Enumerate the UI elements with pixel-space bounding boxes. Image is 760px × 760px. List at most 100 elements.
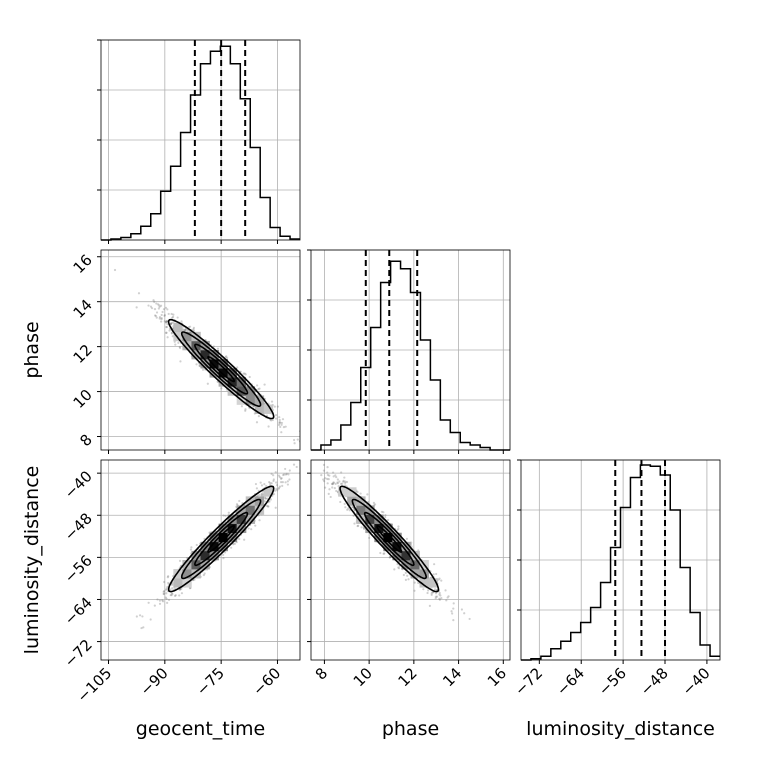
scatter-point bbox=[445, 599, 448, 602]
scatter-point bbox=[165, 592, 168, 595]
scatter-point bbox=[383, 552, 386, 555]
scatter-point bbox=[278, 422, 281, 425]
scatter-point bbox=[225, 355, 228, 358]
scatter-point bbox=[269, 498, 272, 501]
density-cell bbox=[209, 350, 219, 360]
scatter-point bbox=[163, 313, 166, 317]
scatter-point bbox=[396, 528, 399, 532]
scatter-point bbox=[393, 568, 396, 571]
scatter-point bbox=[331, 482, 335, 485]
density-cell bbox=[182, 340, 192, 351]
scatter-point bbox=[288, 469, 291, 472]
scatter-point bbox=[195, 543, 198, 547]
x-tick-label-phase: 14 bbox=[439, 664, 465, 690]
scatter-point bbox=[368, 536, 371, 540]
y-tick-label-luminosity_distance: −72 bbox=[61, 636, 96, 671]
scatter-point bbox=[284, 425, 287, 428]
scatter-point bbox=[438, 577, 441, 580]
scatter-point bbox=[166, 576, 169, 579]
scatter-point bbox=[206, 382, 209, 385]
scatter-point bbox=[260, 484, 264, 487]
scatter-point bbox=[176, 316, 179, 319]
scatter-point bbox=[149, 618, 152, 621]
scatter-point bbox=[262, 494, 265, 497]
scatter-point bbox=[171, 335, 174, 338]
scatter-point bbox=[166, 323, 169, 326]
x-tick-label-phase: 8 bbox=[312, 664, 331, 683]
density-cell bbox=[263, 404, 274, 414]
contours-geocent_time-phase bbox=[167, 318, 275, 420]
density-cell bbox=[392, 532, 402, 543]
density-cell bbox=[254, 505, 265, 515]
scatter-point bbox=[137, 292, 141, 295]
y-tick-label-phase: 8 bbox=[76, 431, 95, 450]
density-cell bbox=[227, 523, 237, 534]
scatter-point bbox=[397, 567, 401, 570]
scatter-point bbox=[155, 311, 159, 314]
scatter-point bbox=[192, 328, 195, 331]
scatter-point bbox=[174, 594, 177, 597]
scatter-point bbox=[432, 573, 435, 576]
scatter-point bbox=[437, 578, 440, 581]
x-tick-label-luminosity_distance: −64 bbox=[553, 664, 588, 699]
scatter-point bbox=[171, 316, 174, 319]
scatter-point bbox=[276, 489, 279, 492]
scatter-point bbox=[271, 418, 274, 422]
scatter-point bbox=[154, 314, 157, 317]
scatter-point bbox=[238, 537, 241, 541]
scatter-point bbox=[431, 591, 434, 594]
x-tick-label-geocent_time: −75 bbox=[193, 664, 228, 699]
scatter-point bbox=[336, 481, 339, 484]
scatter-point bbox=[272, 493, 276, 496]
scatter-point bbox=[397, 527, 400, 530]
scatter-point bbox=[435, 595, 439, 598]
scatter-point bbox=[252, 405, 255, 408]
scatter-point bbox=[147, 304, 150, 307]
scatter-point bbox=[438, 598, 442, 601]
scatter-point bbox=[280, 421, 284, 425]
density-cell bbox=[191, 331, 201, 342]
scatter-point bbox=[166, 308, 169, 311]
scatter-point bbox=[366, 493, 369, 496]
scatter-point bbox=[166, 336, 169, 339]
scatter-point bbox=[179, 588, 182, 591]
scatter-point bbox=[426, 591, 429, 595]
density-cell bbox=[227, 514, 237, 524]
scatter-point bbox=[165, 321, 168, 324]
scatter-point bbox=[334, 482, 337, 486]
scatter-point bbox=[405, 537, 408, 540]
scatter-point bbox=[166, 601, 169, 604]
scatter-point bbox=[353, 522, 356, 525]
scatter-point bbox=[224, 551, 227, 554]
scatter-point bbox=[244, 373, 247, 376]
scatter-point bbox=[326, 477, 329, 481]
scatter-point bbox=[163, 314, 166, 318]
scatter-point bbox=[260, 494, 263, 497]
scatter-point bbox=[357, 524, 360, 527]
density-cell bbox=[254, 404, 265, 414]
scatter-point bbox=[322, 469, 326, 472]
scatter-point bbox=[198, 364, 201, 367]
scatter-point bbox=[170, 331, 173, 334]
tick-layer bbox=[97, 39, 708, 664]
scatter-point bbox=[438, 593, 441, 596]
scatter-point bbox=[306, 460, 308, 462]
scatter-point bbox=[171, 583, 174, 586]
scatter-point bbox=[164, 596, 167, 599]
scatter-point bbox=[402, 573, 405, 577]
scatter-point bbox=[198, 364, 201, 368]
scatter-point bbox=[216, 347, 220, 350]
contour-line bbox=[194, 511, 249, 567]
scatter-point bbox=[138, 614, 142, 617]
scatter-point bbox=[242, 372, 245, 375]
scatter-point bbox=[434, 595, 438, 598]
quantile-layer bbox=[193, 40, 667, 660]
scatter-point bbox=[193, 578, 196, 581]
scatter-point bbox=[362, 527, 366, 530]
scatter-point bbox=[270, 482, 273, 485]
scatter-point bbox=[332, 475, 335, 478]
scatter-point bbox=[165, 319, 169, 323]
scatter-point bbox=[326, 471, 329, 474]
scatter-point bbox=[323, 486, 327, 489]
y-axis-label-phase: phase bbox=[21, 321, 43, 378]
